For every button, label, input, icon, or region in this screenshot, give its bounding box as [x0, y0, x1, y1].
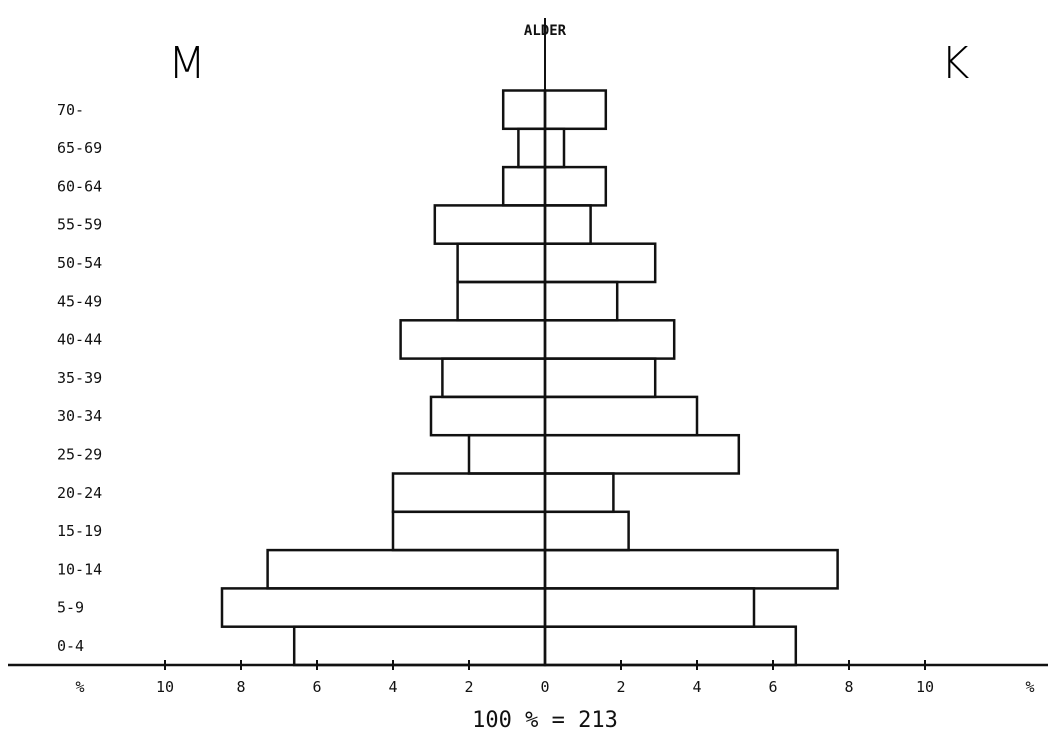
bar-k-25-29	[543, 433, 741, 475]
bar-k-30-34	[543, 395, 699, 437]
x-axis-left-percent-label: %	[75, 678, 84, 696]
age-group-label-45-49: 45-49	[57, 292, 102, 310]
right-side-label-k: K	[941, 38, 970, 89]
left-side-label-m: M	[168, 38, 206, 89]
x-tick-label-m-2: 2	[464, 678, 473, 696]
age-group-label-50-54: 50-54	[57, 254, 102, 272]
bar-k-10-14	[543, 548, 839, 590]
bar-m-60-64	[501, 165, 547, 207]
x-tick-label-m-4: 4	[388, 678, 397, 696]
bar-m-50-54	[456, 242, 547, 284]
x-tick-label-k-8: 8	[844, 678, 853, 696]
bar-m-5-9	[220, 587, 547, 628]
x-axis-right-percent-label: %	[1025, 678, 1034, 696]
age-group-label-65-69: 65-69	[57, 139, 102, 157]
bar-m-15-19	[391, 510, 547, 552]
age-group-label-5-9: 5-9	[57, 599, 84, 617]
age-group-label-60-64: 60-64	[57, 177, 102, 195]
age-group-label-20-24: 20-24	[57, 484, 102, 502]
bar-k-60-64	[543, 165, 608, 207]
bar-m-35-39	[441, 357, 547, 399]
age-group-label-40-44: 40-44	[57, 331, 102, 349]
bar-k-65-69	[543, 127, 566, 169]
x-tick-label-k-10: 10	[916, 678, 934, 696]
age-group-label-30-34: 30-34	[57, 407, 102, 425]
bar-m-65-69	[517, 127, 547, 169]
bar-m-55-59	[433, 204, 547, 245]
bar-k-20-24	[543, 472, 615, 514]
x-tick-label-m-8: 8	[236, 678, 245, 696]
bar-m-25-29	[467, 433, 547, 475]
bar-m-30-34	[429, 395, 547, 437]
bar-m-45-49	[456, 280, 547, 322]
x-tick-label-k-4: 4	[692, 678, 701, 696]
bar-k-50-54	[543, 242, 657, 284]
chart-footer-note: 100 % = 213	[472, 708, 618, 733]
bar-m-70-	[501, 89, 547, 131]
bar-k-35-39	[543, 357, 657, 399]
bar-k-55-59	[543, 204, 592, 245]
bar-k-15-19	[543, 510, 630, 552]
bar-m-40-44	[399, 319, 547, 360]
x-tick-label-k-6: 6	[768, 678, 777, 696]
x-tick-label-k-2: 2	[616, 678, 625, 696]
x-tick-label-m-6: 6	[312, 678, 321, 696]
bar-k-70-	[543, 89, 608, 131]
age-group-label-15-19: 15-19	[57, 522, 102, 540]
bar-m-10-14	[266, 548, 547, 590]
age-group-label-55-59: 55-59	[57, 216, 102, 234]
bar-m-0-4	[292, 625, 547, 667]
bar-k-45-49	[543, 280, 619, 322]
bar-k-40-44	[543, 319, 676, 360]
age-group-label-0-4: 0-4	[57, 637, 84, 655]
x-tick-label-m-10: 10	[156, 678, 174, 696]
x-axis-center-tick-label: 0	[540, 678, 549, 696]
bar-k-5-9	[543, 587, 756, 628]
age-group-label-10-14: 10-14	[57, 560, 102, 578]
bar-m-20-24	[391, 472, 547, 514]
age-group-label-35-39: 35-39	[57, 369, 102, 387]
bar-k-0-4	[543, 625, 798, 667]
age-group-label-70-: 70-	[57, 101, 84, 119]
age-group-label-25-29: 25-29	[57, 446, 102, 464]
